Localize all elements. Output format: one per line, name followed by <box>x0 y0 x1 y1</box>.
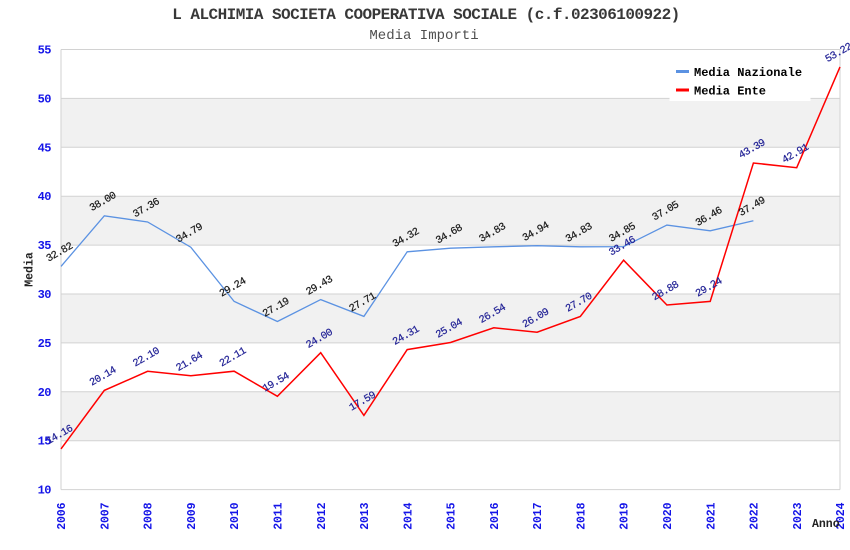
svg-text:35: 35 <box>38 239 52 253</box>
svg-text:2013: 2013 <box>359 502 372 529</box>
svg-text:Anno: Anno <box>812 518 840 531</box>
svg-text:55: 55 <box>38 44 52 58</box>
svg-text:25: 25 <box>38 337 52 351</box>
svg-text:Media Ente: Media Ente <box>694 85 766 99</box>
svg-text:2019: 2019 <box>619 502 632 529</box>
svg-text:2006: 2006 <box>56 502 69 529</box>
svg-text:20: 20 <box>38 386 52 400</box>
svg-text:40: 40 <box>38 190 52 204</box>
svg-text:2014: 2014 <box>402 502 415 529</box>
svg-text:2012: 2012 <box>316 502 329 529</box>
svg-text:2009: 2009 <box>186 502 199 529</box>
svg-text:2022: 2022 <box>749 502 762 529</box>
svg-text:2021: 2021 <box>705 502 718 529</box>
svg-text:10: 10 <box>38 484 52 498</box>
svg-text:45: 45 <box>38 141 52 155</box>
svg-text:2023: 2023 <box>792 502 805 529</box>
svg-text:Media Nazionale: Media Nazionale <box>694 66 802 80</box>
svg-text:30: 30 <box>38 288 52 302</box>
svg-text:2015: 2015 <box>446 502 459 529</box>
svg-text:2007: 2007 <box>99 502 112 529</box>
svg-text:Media Importi: Media Importi <box>369 28 478 44</box>
svg-text:2008: 2008 <box>143 502 156 529</box>
svg-text:50: 50 <box>38 92 52 106</box>
svg-text:2011: 2011 <box>273 502 286 529</box>
svg-text:2020: 2020 <box>662 502 675 529</box>
svg-text:2024: 2024 <box>835 502 848 529</box>
svg-text:L ALCHIMIA SOCIETA COOPERATIVA: L ALCHIMIA SOCIETA COOPERATIVA SOCIALE (… <box>172 6 679 24</box>
svg-text:2016: 2016 <box>489 502 502 529</box>
svg-text:2018: 2018 <box>575 502 588 529</box>
svg-text:2010: 2010 <box>229 502 242 529</box>
svg-text:15: 15 <box>38 435 52 449</box>
svg-text:Media: Media <box>24 252 37 287</box>
svg-text:2017: 2017 <box>532 502 545 529</box>
